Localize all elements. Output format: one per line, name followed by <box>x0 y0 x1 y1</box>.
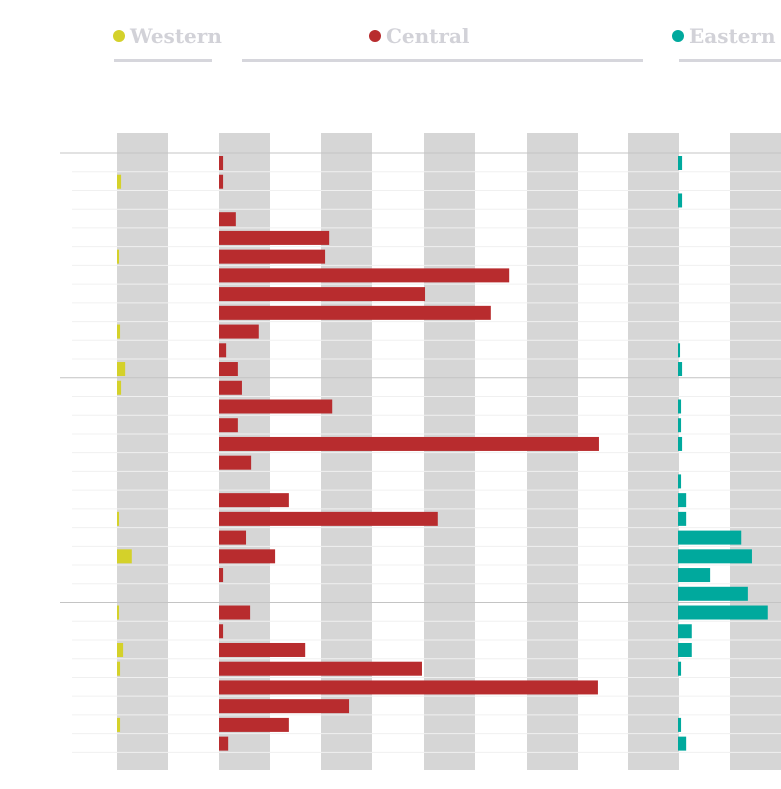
western-dot-icon <box>113 30 125 42</box>
bar-eastern <box>678 586 748 601</box>
bar-eastern <box>678 156 683 170</box>
bar-western <box>117 511 120 526</box>
bar-central <box>219 680 598 695</box>
bar-central <box>219 605 251 620</box>
bar-eastern <box>678 362 683 377</box>
bar-western <box>117 249 120 264</box>
legend-eastern: Eastern <box>672 24 776 48</box>
bar-western <box>117 642 124 657</box>
bar-eastern <box>678 661 682 676</box>
bar-central <box>219 436 599 451</box>
bar-eastern <box>678 436 683 451</box>
bar-central <box>219 324 259 339</box>
bar-central <box>219 624 224 639</box>
bar-central <box>219 549 276 564</box>
bar-western <box>117 324 121 339</box>
bar-eastern <box>678 549 752 564</box>
bar-central <box>219 661 422 676</box>
grid-band <box>730 133 781 770</box>
grid-band <box>527 133 578 770</box>
bar-central <box>219 212 236 227</box>
bar-central <box>219 305 491 320</box>
bar-western <box>117 549 132 564</box>
legend-label-central: Central <box>386 24 470 48</box>
bar-central <box>219 736 229 751</box>
central-dot-icon <box>369 30 381 42</box>
bar-central <box>219 174 224 189</box>
western-rule <box>114 59 212 62</box>
bar-central <box>219 699 350 714</box>
bar-eastern <box>678 193 683 208</box>
bar-central <box>219 268 510 283</box>
bar-central <box>219 455 252 470</box>
bar-central <box>219 343 227 358</box>
bar-eastern <box>678 418 682 433</box>
legend-label-eastern: Eastern <box>689 24 776 48</box>
grid-band <box>117 133 168 770</box>
bar-western <box>117 717 121 732</box>
bar-central <box>219 156 224 170</box>
bar-central <box>219 399 333 414</box>
grid-band <box>628 133 679 770</box>
bar-eastern <box>678 399 682 414</box>
bar-eastern <box>678 530 742 545</box>
bar-central <box>219 568 224 583</box>
bar-eastern <box>678 605 768 620</box>
bar-western <box>117 174 122 189</box>
bar-central <box>219 380 242 395</box>
bar-eastern <box>678 736 687 751</box>
legend-central: Central <box>369 24 470 48</box>
bar-central <box>219 717 289 732</box>
bar-central <box>219 418 238 433</box>
bar-central <box>219 362 238 377</box>
bar-western <box>117 380 122 395</box>
bar-eastern <box>678 474 682 489</box>
bar-central <box>219 511 438 526</box>
bar-central <box>219 230 330 245</box>
bar-central <box>219 249 326 264</box>
bar-central <box>219 287 426 302</box>
eastern-rule <box>679 59 781 62</box>
legend-western: Western <box>113 24 222 48</box>
bar-western <box>117 362 126 377</box>
bar-central <box>219 493 289 508</box>
bar-eastern <box>678 511 687 526</box>
bar-eastern <box>678 642 692 657</box>
bar-western <box>117 605 120 620</box>
grid-band <box>424 133 475 770</box>
bar-eastern <box>678 624 692 639</box>
bar-eastern <box>678 568 711 583</box>
bar-central <box>219 530 247 545</box>
bar-eastern <box>678 493 687 508</box>
bar-eastern <box>678 343 681 358</box>
bar-western <box>117 661 121 676</box>
bar-central <box>219 642 306 657</box>
legend-label-western: Western <box>130 24 222 48</box>
bar-eastern <box>678 717 682 732</box>
eastern-dot-icon <box>672 30 684 42</box>
central-rule <box>242 59 643 62</box>
